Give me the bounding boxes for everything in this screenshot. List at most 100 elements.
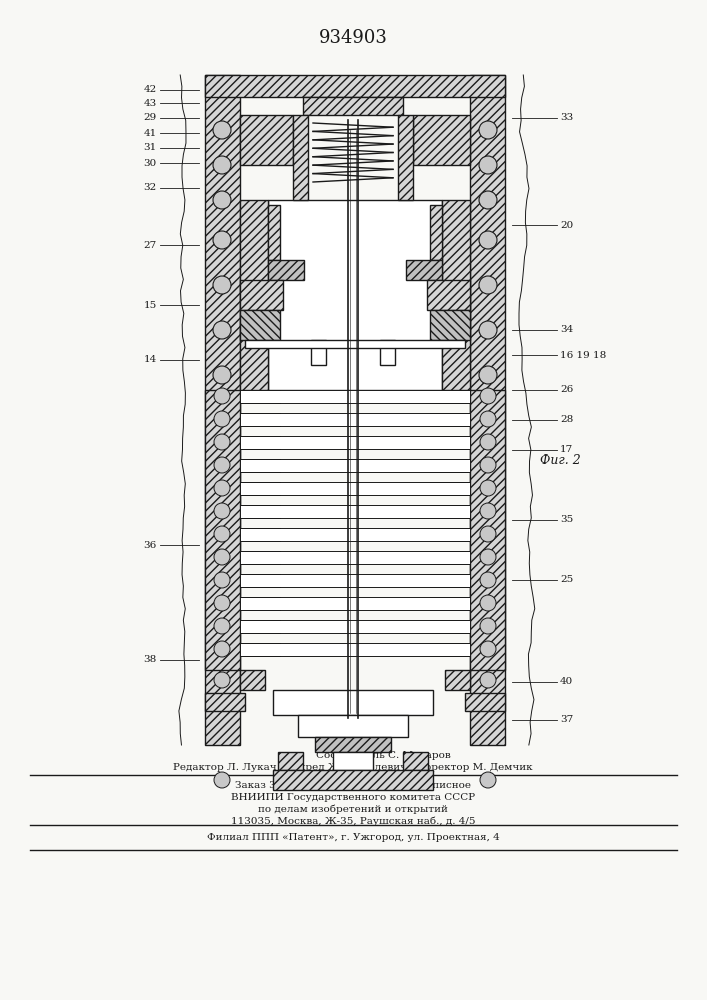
Bar bbox=[273, 770, 433, 790]
Text: 15: 15 bbox=[144, 300, 157, 310]
Bar bbox=[430, 205, 442, 260]
Text: 934903: 934903 bbox=[319, 29, 387, 47]
Circle shape bbox=[213, 191, 231, 209]
Bar bbox=[240, 280, 283, 310]
Circle shape bbox=[480, 572, 496, 588]
Bar bbox=[240, 574, 470, 587]
Bar bbox=[205, 390, 240, 670]
Circle shape bbox=[479, 191, 497, 209]
Circle shape bbox=[479, 321, 497, 339]
Text: 113035, Москва, Ж-35, Раушская наб., д. 4/5: 113035, Москва, Ж-35, Раушская наб., д. … bbox=[230, 816, 475, 826]
Text: 20: 20 bbox=[560, 221, 573, 230]
Bar bbox=[240, 200, 268, 390]
Circle shape bbox=[214, 572, 230, 588]
Text: 36: 36 bbox=[144, 540, 157, 550]
Text: 25: 25 bbox=[560, 576, 573, 584]
Circle shape bbox=[214, 411, 230, 427]
Bar bbox=[245, 340, 465, 348]
Circle shape bbox=[480, 672, 496, 688]
Text: 17: 17 bbox=[560, 446, 573, 454]
Circle shape bbox=[479, 366, 497, 384]
Text: 14: 14 bbox=[144, 356, 157, 364]
Text: по делам изобретений и открытий: по делам изобретений и открытий bbox=[258, 804, 448, 814]
Bar bbox=[311, 340, 326, 365]
Bar bbox=[333, 752, 373, 770]
Bar bbox=[298, 715, 408, 737]
Text: 35: 35 bbox=[560, 516, 573, 524]
Circle shape bbox=[480, 641, 496, 657]
Circle shape bbox=[214, 618, 230, 634]
Bar bbox=[240, 482, 470, 495]
Text: 42: 42 bbox=[144, 86, 157, 95]
Bar bbox=[240, 597, 470, 610]
Text: 41: 41 bbox=[144, 128, 157, 137]
Circle shape bbox=[479, 121, 497, 139]
Text: 26: 26 bbox=[560, 385, 573, 394]
Text: 27: 27 bbox=[144, 240, 157, 249]
Text: 30: 30 bbox=[144, 158, 157, 167]
Circle shape bbox=[480, 549, 496, 565]
Text: Филиал ППП «Патент», г. Ужгород, ул. Проектная, 4: Филиал ППП «Патент», г. Ужгород, ул. Про… bbox=[206, 832, 499, 842]
Circle shape bbox=[214, 595, 230, 611]
Circle shape bbox=[480, 434, 496, 450]
Bar bbox=[240, 620, 470, 633]
Bar bbox=[303, 97, 403, 115]
Circle shape bbox=[214, 549, 230, 565]
Circle shape bbox=[480, 411, 496, 427]
Bar bbox=[240, 459, 470, 472]
Circle shape bbox=[284, 754, 298, 768]
Bar bbox=[240, 551, 470, 564]
Circle shape bbox=[480, 526, 496, 542]
Bar bbox=[398, 115, 413, 200]
Circle shape bbox=[479, 156, 497, 174]
Bar bbox=[240, 528, 470, 541]
Bar bbox=[430, 310, 470, 340]
Text: Составитель С. Макаров: Составитель С. Макаров bbox=[315, 750, 450, 760]
Bar bbox=[315, 737, 391, 752]
Circle shape bbox=[480, 595, 496, 611]
Circle shape bbox=[479, 231, 497, 249]
Circle shape bbox=[213, 156, 231, 174]
Bar bbox=[445, 670, 470, 690]
Circle shape bbox=[480, 480, 496, 496]
Circle shape bbox=[480, 772, 496, 788]
Circle shape bbox=[213, 121, 231, 139]
Bar bbox=[470, 390, 505, 670]
Circle shape bbox=[479, 276, 497, 294]
Circle shape bbox=[213, 321, 231, 339]
Bar bbox=[240, 390, 470, 403]
Bar bbox=[205, 75, 240, 745]
Text: Заказ 3962/51 .   Тираж 718       Подписное: Заказ 3962/51 . Тираж 718 Подписное bbox=[235, 780, 471, 790]
Circle shape bbox=[213, 366, 231, 384]
Circle shape bbox=[214, 480, 230, 496]
Bar bbox=[293, 115, 308, 200]
Bar bbox=[442, 200, 470, 390]
Circle shape bbox=[214, 503, 230, 519]
Bar bbox=[240, 670, 265, 690]
Bar bbox=[240, 115, 293, 165]
Circle shape bbox=[214, 434, 230, 450]
Text: 40: 40 bbox=[560, 678, 573, 686]
Text: 32: 32 bbox=[144, 184, 157, 192]
Text: Редактор Л. Лукач   Техред Ж.Кастелевич Корректор М. Демчик: Редактор Л. Лукач Техред Ж.Кастелевич Ко… bbox=[173, 764, 533, 772]
Text: 34: 34 bbox=[560, 326, 573, 334]
Circle shape bbox=[408, 754, 422, 768]
Circle shape bbox=[214, 641, 230, 657]
Circle shape bbox=[213, 231, 231, 249]
Bar bbox=[273, 690, 433, 715]
Bar bbox=[413, 115, 470, 165]
Bar bbox=[240, 413, 470, 426]
Bar bbox=[240, 505, 470, 518]
Bar bbox=[403, 752, 428, 770]
Circle shape bbox=[214, 772, 230, 788]
Bar bbox=[205, 693, 245, 711]
Text: 16 19 18: 16 19 18 bbox=[560, 351, 606, 360]
Bar bbox=[268, 205, 280, 260]
Bar bbox=[240, 643, 470, 656]
Bar bbox=[427, 280, 470, 310]
Bar bbox=[380, 340, 395, 365]
Circle shape bbox=[480, 388, 496, 404]
Text: 37: 37 bbox=[560, 716, 573, 724]
Circle shape bbox=[214, 388, 230, 404]
Circle shape bbox=[480, 457, 496, 473]
